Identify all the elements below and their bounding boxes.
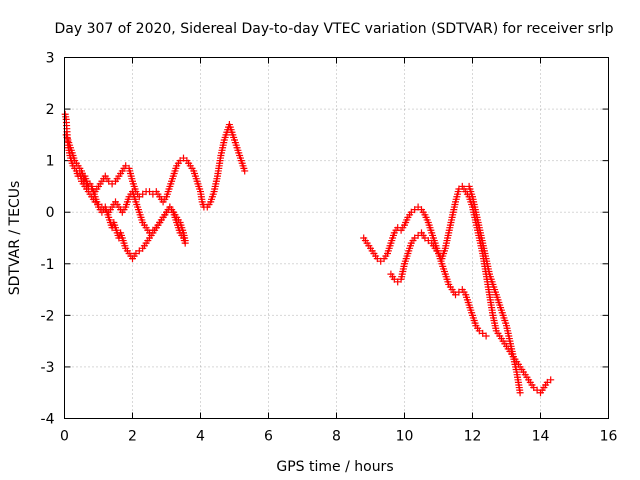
x-tick-label: 16 (600, 429, 618, 445)
x-tick-label: 14 (532, 429, 550, 445)
y-tick-label: -4 (41, 412, 55, 428)
chart-title: Day 307 of 2020, Sidereal Day-to-day VTE… (54, 21, 613, 37)
x-tick-label: 4 (196, 429, 205, 445)
x-tick-label: 2 (128, 429, 137, 445)
data-points (61, 110, 555, 397)
y-tick-label: -3 (41, 360, 55, 376)
data-point-s4 (482, 332, 490, 340)
x-axis-label: GPS time / hours (276, 459, 393, 475)
y-tick-label: -1 (41, 257, 55, 273)
y-axis-label: SDTVAR / TECUs (7, 181, 23, 296)
x-tick-label: 6 (264, 429, 273, 445)
plot-frame (64, 57, 609, 419)
y-tick-label: 3 (46, 51, 55, 67)
data-point-s3 (547, 376, 555, 384)
y-tick-label: -2 (41, 308, 55, 324)
x-tick-label: 0 (60, 429, 69, 445)
y-tick-label: 0 (46, 205, 55, 221)
x-tick-label: 8 (332, 429, 341, 445)
x-tick-label: 12 (464, 429, 482, 445)
grid-lines (64, 57, 609, 419)
data-point-s5 (516, 389, 524, 397)
data-point-s1 (241, 167, 249, 175)
data-point-s2 (181, 237, 189, 245)
y-tick-label: 2 (46, 102, 55, 118)
y-tick-label: 1 (46, 154, 55, 170)
x-tick-label: 10 (396, 429, 414, 445)
